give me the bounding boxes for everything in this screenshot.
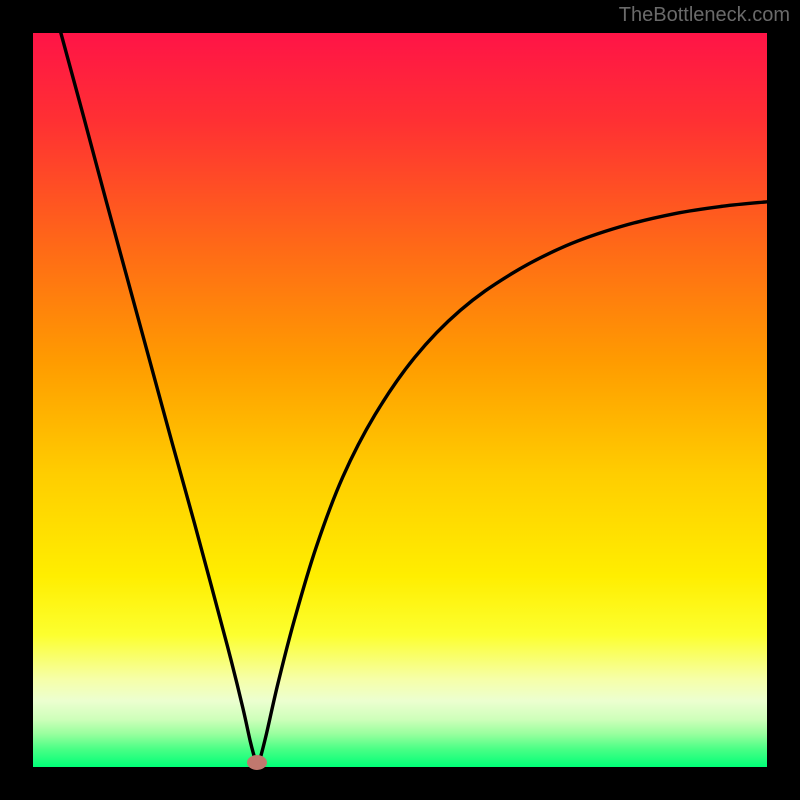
bottleneck-curve — [0, 0, 800, 800]
curve-left-branch — [61, 33, 257, 767]
optimum-marker-dot — [247, 755, 267, 770]
chart-container: TheBottleneck.com — [0, 0, 800, 800]
curve-right-branch — [257, 202, 767, 767]
